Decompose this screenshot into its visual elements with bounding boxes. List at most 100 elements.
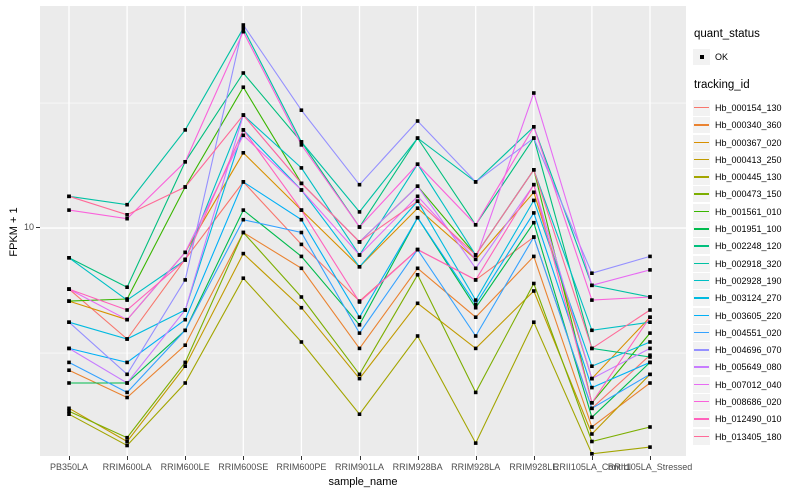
data-point-Hb_001951_100 <box>357 323 362 327</box>
legend-key-swatch <box>693 272 710 289</box>
legend-item-label: Hb_008686_020 <box>715 396 782 407</box>
legend-line-icon <box>694 262 709 265</box>
legend-item-label: Hb_000340_360 <box>715 120 782 131</box>
legend-item-Hb_013405_180: Hb_013405_180 <box>693 428 799 445</box>
data-point-Hb_012490_010 <box>532 182 536 187</box>
legend-item-label: Hb_005649_080 <box>715 362 782 373</box>
data-point-Hb_012490_010 <box>648 315 652 319</box>
data-point-Hb_005649_080 <box>183 308 187 312</box>
data-point-Hb_001561_010 <box>241 85 246 89</box>
data-point-Hb_002918_320 <box>241 26 246 30</box>
x-tick-label: RRIM600LE <box>160 462 210 472</box>
data-point-Hb_004696_070 <box>648 254 652 259</box>
data-point-Hb_000413_250 <box>241 251 246 256</box>
x-tick-label: RRIM600SE <box>218 462 269 472</box>
x-tick-mark <box>185 456 187 460</box>
data-point-Hb_000473_150 <box>532 281 536 286</box>
legend-item-label: Hb_000154_130 <box>715 102 782 113</box>
data-point-Hb_005649_080 <box>473 266 478 271</box>
legend-line-icon <box>694 279 709 282</box>
data-point-Hb_012490_010 <box>357 300 362 304</box>
data-point-Hb_003124_270 <box>357 265 362 269</box>
plot-panel <box>40 6 686 456</box>
data-point-Hb_001561_010 <box>648 331 652 335</box>
data-point-Hb_000413_250 <box>183 364 187 368</box>
legend-key-swatch <box>693 393 710 410</box>
data-point-Hb_013405_180 <box>415 199 420 203</box>
data-point-Hb_001951_100 <box>241 208 246 212</box>
data-point-Hb_004696_070 <box>67 320 71 324</box>
legend-line-icon <box>694 106 709 109</box>
x-tick-mark <box>359 456 361 460</box>
data-point-Hb_008686_020 <box>67 208 71 212</box>
data-point-Hb_001951_100 <box>532 220 536 225</box>
data-point-Hb_004696_070 <box>357 182 362 187</box>
data-point-Hb_000340_360 <box>183 343 187 347</box>
legend-item-ok: OK <box>693 48 799 65</box>
legend-line-icon <box>694 331 709 334</box>
data-point-Hb_000473_150 <box>590 439 594 444</box>
y-axis-title: FPKM + 1 <box>8 207 20 257</box>
data-point-Hb_000445_130 <box>415 334 420 338</box>
data-point-Hb_008686_020 <box>415 162 420 166</box>
data-point-Hb_000367_020 <box>415 206 420 210</box>
data-point-Hb_013405_180 <box>590 346 594 351</box>
data-point-Hb_000154_130 <box>299 242 304 247</box>
data-point-Hb_003605_220 <box>125 360 129 365</box>
data-point-Hb_000340_360 <box>648 381 652 385</box>
data-point-Hb_000473_150 <box>473 390 478 395</box>
data-point-Hb_000473_150 <box>241 230 246 235</box>
x-tick-mark <box>127 456 129 460</box>
legend-item-label: Hb_002918_320 <box>715 258 782 269</box>
data-point-Hb_012490_010 <box>241 128 246 132</box>
data-point-Hb_004551_020 <box>648 372 652 377</box>
legend-key-swatch <box>693 342 710 359</box>
data-point-Hb_004551_020 <box>183 328 187 333</box>
legend-line-icon <box>694 245 709 247</box>
x-tick-mark <box>475 456 477 460</box>
legend-line-icon <box>694 349 709 351</box>
legend-item-label: Hb_003124_270 <box>715 293 782 304</box>
data-point-Hb_003605_220 <box>241 180 246 184</box>
data-point-Hb_000445_130 <box>590 452 594 456</box>
legend-key-swatch <box>693 134 710 151</box>
legend-item-label: Hb_013405_180 <box>715 431 782 442</box>
x-tick-mark <box>301 456 303 460</box>
legend-line-icon <box>694 418 709 420</box>
data-point-Hb_008686_020 <box>590 298 594 302</box>
legend-key-swatch <box>693 203 710 220</box>
x-tick-label: RRIM928LA <box>451 462 501 472</box>
data-point-Hb_012490_010 <box>590 401 594 405</box>
data-point-Hb_004551_020 <box>125 390 129 395</box>
data-point-Hb_004696_070 <box>415 119 420 123</box>
data-point-Hb_003124_270 <box>532 198 536 203</box>
data-point-Hb_004696_070 <box>590 271 594 275</box>
data-point-Hb_007012_040 <box>590 283 594 288</box>
data-point-Hb_007012_040 <box>648 268 652 272</box>
x-tick-mark <box>533 456 535 460</box>
data-point-Hb_001561_010 <box>67 299 71 303</box>
data-point-Hb_007012_040 <box>125 317 129 322</box>
data-point-Hb_000473_150 <box>67 409 71 413</box>
data-point-Hb_000367_020 <box>241 151 246 155</box>
x-tick-label: RRIM928BA <box>392 462 443 472</box>
legend-item-Hb_000413_250: Hb_000413_250 <box>693 151 799 168</box>
legend-item-label: Hb_001561_010 <box>715 206 782 217</box>
data-point-Hb_000445_130 <box>648 445 652 449</box>
data-point-Hb_002248_120 <box>648 355 652 359</box>
legend-item-Hb_003605_220: Hb_003605_220 <box>693 307 799 324</box>
legend-line-icon <box>694 435 709 438</box>
legend-key-swatch <box>693 169 710 186</box>
data-point-Hb_001951_100 <box>67 381 71 385</box>
data-point-Hb_013405_180 <box>125 213 129 217</box>
data-point-Hb_013405_180 <box>357 240 362 244</box>
data-point-Hb_012490_010 <box>299 208 304 212</box>
data-point-Hb_008686_020 <box>532 125 536 129</box>
data-point-Hb_000445_130 <box>299 340 304 344</box>
legend-item-label: Hb_004551_020 <box>715 327 782 338</box>
data-point-Hb_013405_180 <box>241 113 246 117</box>
legend-item-Hb_000367_020: Hb_000367_020 <box>693 134 799 151</box>
legend-line-icon <box>694 314 709 316</box>
chart-canvas <box>40 6 686 456</box>
legend-item-Hb_002248_120: Hb_002248_120 <box>693 238 799 255</box>
